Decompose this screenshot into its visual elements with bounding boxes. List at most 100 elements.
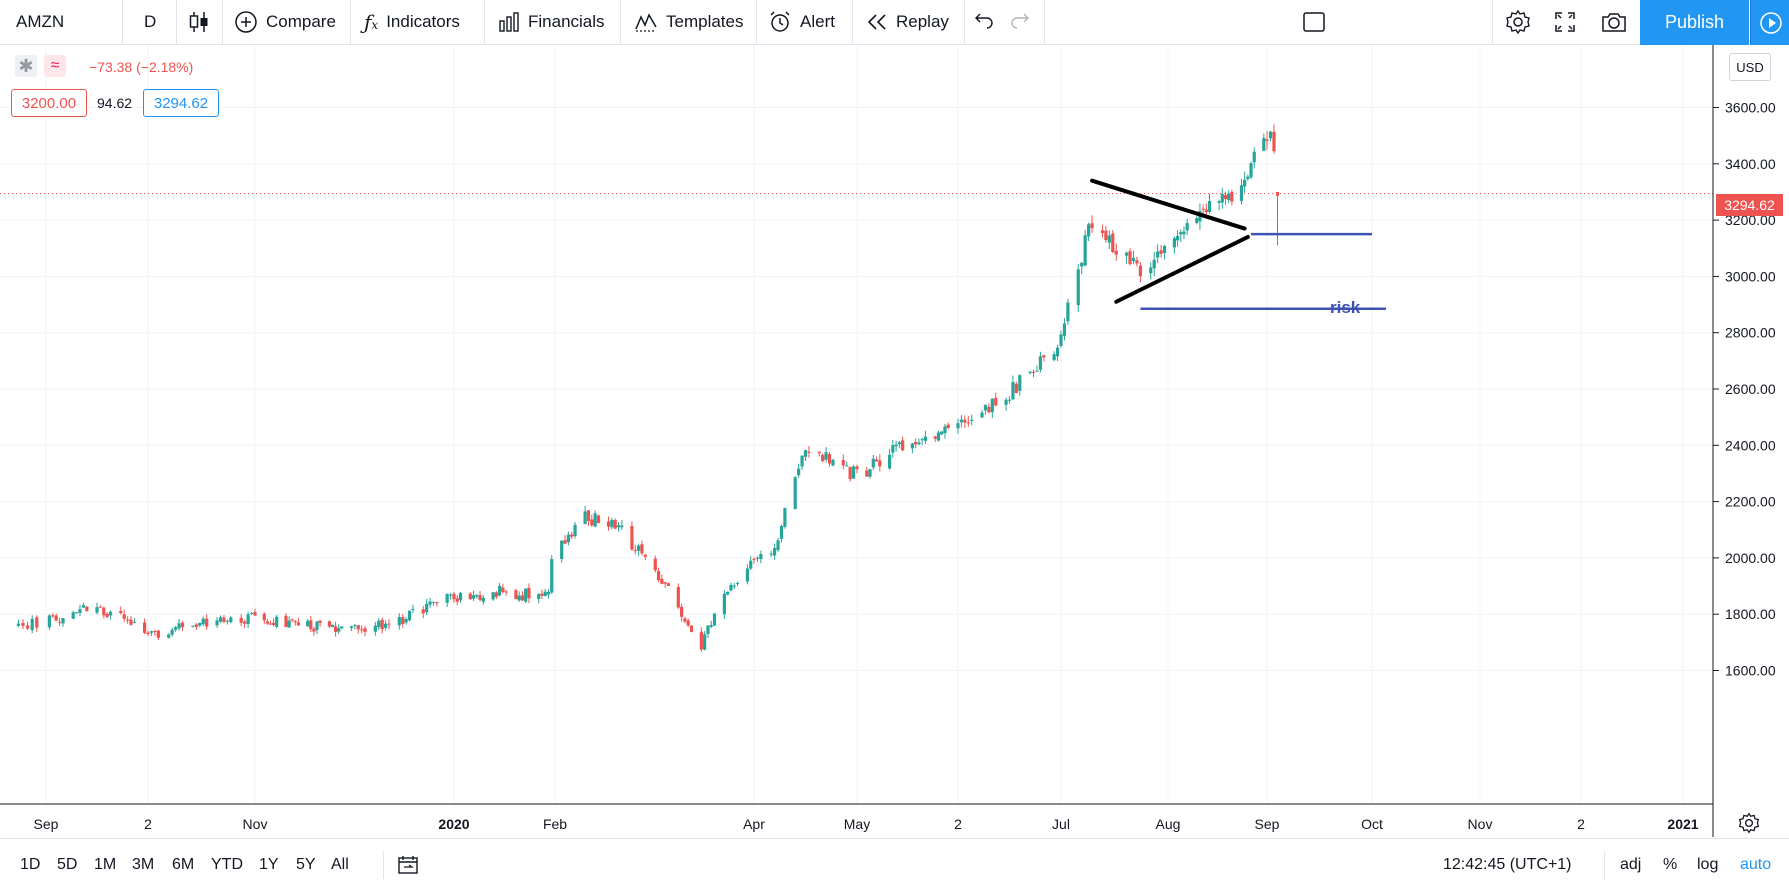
templates-button[interactable]: Templates — [634, 0, 743, 44]
sell-price-box[interactable]: 3200.00 — [11, 89, 87, 117]
candle-body — [1100, 230, 1105, 234]
range-button-6m[interactable]: 6M — [172, 856, 195, 873]
candle-body — [35, 617, 39, 628]
candle-body — [1114, 250, 1118, 255]
candle-body — [149, 631, 154, 633]
camera-icon — [1602, 13, 1626, 32]
replay-button[interactable]: Replay — [866, 0, 949, 44]
adj-toggle[interactable]: adj — [1620, 856, 1642, 873]
candle-body — [943, 426, 947, 434]
range-button-5y[interactable]: 5Y — [296, 856, 316, 873]
candle-body — [265, 621, 269, 624]
candle-body — [21, 622, 25, 626]
candle-body — [61, 618, 65, 624]
candle-body — [1104, 230, 1108, 241]
redo-button[interactable] — [1010, 0, 1030, 44]
candle-body — [703, 634, 707, 650]
candle-body — [119, 610, 123, 614]
candle-body — [401, 617, 405, 625]
candle-body — [498, 585, 502, 596]
candle-body — [1055, 347, 1060, 357]
snapshot-button[interactable] — [1600, 0, 1628, 44]
price-chart[interactable]: 1600.00 1800.00 2000.00 2200.00 2400.00 2600.… — [0, 45, 1789, 837]
candle-body — [956, 423, 960, 429]
calendar-goto-icon — [398, 856, 418, 874]
symbol-search[interactable]: AMZN — [16, 0, 64, 44]
alert-button[interactable]: Alert — [768, 0, 835, 44]
settings-button[interactable] — [1505, 0, 1531, 44]
candle-body — [963, 419, 967, 423]
candle-body — [841, 460, 845, 466]
compare-button[interactable]: Compare — [234, 0, 336, 44]
clock-timezone[interactable]: 12:42:45 (UTC+1) — [1443, 856, 1572, 873]
risk-annotation[interactable]: risk — [1330, 298, 1361, 317]
candle-body — [312, 628, 316, 632]
candle-body — [1204, 209, 1208, 213]
candle-body — [26, 625, 30, 629]
candle-body — [1111, 233, 1115, 252]
candle-body — [287, 620, 291, 628]
range-button-1d[interactable]: 1D — [20, 856, 41, 873]
candle-body — [1239, 185, 1244, 201]
candle-body — [940, 431, 944, 435]
layout-button[interactable] — [1302, 0, 1326, 44]
price-tick-label: 2000.00 — [1725, 550, 1776, 566]
candle-body — [660, 578, 664, 584]
chart-type-button[interactable] — [188, 0, 210, 44]
candle-body — [1272, 131, 1276, 152]
candle-body — [1038, 356, 1042, 370]
fullscreen-button[interactable] — [1553, 0, 1577, 44]
goto-date-button[interactable] — [396, 839, 420, 891]
bottom-toolbar: 1D 5D 1M 3M 6M YTD 1Y 5Y All 12:42:45 (UTC+1) ad… — [0, 838, 1789, 891]
currency-label[interactable]: USD — [1729, 53, 1771, 81]
chart-grid — [0, 45, 1713, 804]
candle-body — [776, 540, 780, 551]
candle-body — [1059, 334, 1063, 346]
candle-body — [249, 612, 254, 614]
candle-body — [868, 469, 872, 477]
top-toolbar: AMZN D Compare ƒx Indicators Financ — [0, 0, 1789, 45]
candle-body — [871, 458, 875, 468]
candle-body — [290, 619, 294, 621]
candle-body — [448, 594, 453, 596]
candle-body — [845, 465, 849, 467]
percent-toggle[interactable]: % — [1663, 856, 1678, 873]
candle-body — [349, 626, 354, 629]
candle-body — [817, 451, 821, 454]
time-axis-settings[interactable] — [1738, 812, 1760, 839]
spread-value: 94.62 — [97, 95, 133, 111]
auto-toggle[interactable]: auto — [1740, 856, 1772, 873]
range-button-5d[interactable]: 5D — [57, 856, 78, 873]
price-axis: 1600.00 1800.00 2000.00 2200.00 2400.00 2600.… — [1713, 100, 1776, 679]
candle-body — [773, 548, 777, 556]
interval-button[interactable]: D — [144, 12, 157, 31]
undo-button[interactable] — [974, 0, 994, 44]
candle-body — [891, 445, 895, 453]
candle-body — [1217, 201, 1221, 203]
candle-body — [865, 470, 869, 477]
range-button-all[interactable]: All — [331, 856, 349, 873]
financials-button[interactable]: Financials — [498, 0, 605, 44]
candle-body — [583, 511, 587, 525]
publish-button[interactable]: Publish — [1640, 0, 1749, 45]
candle-body — [407, 610, 412, 621]
approx-icon[interactable]: ≈ — [44, 55, 66, 77]
candle-body — [377, 620, 381, 628]
indicators-button[interactable]: ƒx Indicators — [364, 10, 460, 34]
publish-options-button[interactable] — [1750, 0, 1789, 45]
range-button-ytd[interactable]: YTD — [211, 856, 243, 873]
range-button-3m[interactable]: 3M — [132, 856, 155, 873]
candle-body — [610, 519, 614, 528]
candle-body — [1175, 235, 1180, 241]
range-button-1m[interactable]: 1M — [94, 856, 117, 873]
candle-body — [779, 526, 784, 539]
buy-price-box[interactable]: 3294.62 — [143, 89, 219, 117]
range-button-1y[interactable]: 1Y — [259, 856, 279, 873]
candle-body — [54, 615, 58, 621]
candle-body — [1124, 252, 1129, 256]
candle-body — [1162, 245, 1167, 254]
log-toggle[interactable]: log — [1697, 856, 1719, 873]
candle-body — [537, 593, 541, 599]
asterisk-icon[interactable]: ✱ — [15, 55, 37, 77]
time-tick-label: Oct — [1361, 816, 1383, 832]
